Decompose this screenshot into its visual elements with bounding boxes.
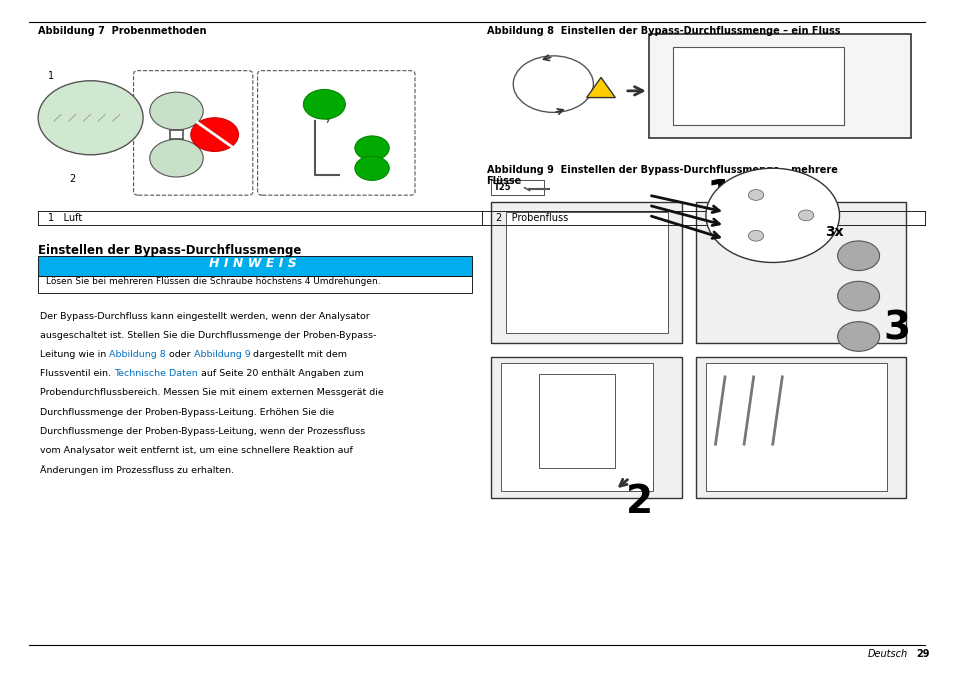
- Circle shape: [38, 81, 143, 155]
- Text: 2   Probenfluss: 2 Probenfluss: [496, 213, 568, 223]
- Text: Abbildung 8  Einstellen der Bypass-Durchflussmenge – ein Fluss: Abbildung 8 Einstellen der Bypass-Durchf…: [486, 26, 840, 36]
- Text: !: !: [595, 83, 598, 93]
- FancyBboxPatch shape: [500, 363, 653, 491]
- Circle shape: [303, 90, 345, 119]
- Circle shape: [191, 118, 238, 151]
- Text: Probendurchflussbereich. Messen Sie mit einem externen Messgerät die: Probendurchflussbereich. Messen Sie mit …: [40, 388, 383, 397]
- Circle shape: [748, 190, 762, 201]
- Text: Leitung wie in: Leitung wie in: [40, 350, 110, 359]
- Text: oder: oder: [166, 350, 193, 359]
- Text: 1   Luft: 1 Luft: [48, 213, 82, 223]
- Text: Abbildung 7  Probenmethoden: Abbildung 7 Probenmethoden: [38, 26, 207, 36]
- Circle shape: [837, 322, 879, 351]
- Text: 29: 29: [915, 649, 928, 660]
- Circle shape: [798, 210, 813, 221]
- Text: Durchflussmenge der Proben-Bypass-Leitung. Erhöhen Sie die: Durchflussmenge der Proben-Bypass-Leitun…: [40, 407, 334, 417]
- Text: Abbildung 9  Einstellen der Bypass-Durchflussmenge – mehrere
Flüsse: Abbildung 9 Einstellen der Bypass-Durchf…: [486, 165, 837, 186]
- Circle shape: [355, 156, 389, 180]
- Text: H I N W E I S: H I N W E I S: [209, 257, 296, 270]
- Text: Abbildung 9: Abbildung 9: [193, 350, 251, 359]
- Text: Änderungen im Prozessfluss zu erhalten.: Änderungen im Prozessfluss zu erhalten.: [40, 465, 233, 475]
- FancyBboxPatch shape: [491, 180, 543, 195]
- Circle shape: [355, 136, 389, 160]
- Text: Flussventil ein.: Flussventil ein.: [40, 369, 114, 378]
- Text: Einstellen der Bypass-Durchflussmenge: Einstellen der Bypass-Durchflussmenge: [38, 244, 301, 256]
- FancyBboxPatch shape: [38, 256, 472, 276]
- Text: Durchflussmenge der Proben-Bypass-Leitung, wenn der Prozessfluss: Durchflussmenge der Proben-Bypass-Leitun…: [40, 427, 365, 435]
- FancyBboxPatch shape: [133, 71, 253, 195]
- Text: 3x: 3x: [824, 225, 843, 240]
- Text: ✓: ✓: [315, 93, 325, 103]
- Text: vom Analysator weit entfernt ist, um eine schnellere Reaktion auf: vom Analysator weit entfernt ist, um ein…: [40, 446, 353, 455]
- Text: 1: 1: [48, 71, 53, 81]
- FancyBboxPatch shape: [538, 374, 615, 468]
- Text: 3: 3: [882, 310, 909, 347]
- FancyBboxPatch shape: [491, 357, 681, 498]
- FancyBboxPatch shape: [696, 357, 905, 498]
- Text: Deutsch: Deutsch: [867, 649, 907, 660]
- Text: 2: 2: [625, 483, 652, 520]
- FancyBboxPatch shape: [648, 34, 910, 138]
- Circle shape: [150, 139, 203, 177]
- Text: 1: 1: [706, 178, 733, 216]
- Text: Lösen Sie bei mehreren Flüssen die Schraube höchstens 4 Umdrehungen.: Lösen Sie bei mehreren Flüssen die Schra…: [46, 277, 380, 286]
- FancyBboxPatch shape: [705, 363, 886, 491]
- Polygon shape: [586, 77, 615, 98]
- Circle shape: [747, 230, 762, 241]
- Text: T25: T25: [494, 183, 511, 192]
- FancyBboxPatch shape: [696, 202, 905, 343]
- Text: Der Bypass-Durchfluss kann eingestellt werden, wenn der Analysator: Der Bypass-Durchfluss kann eingestellt w…: [40, 312, 370, 320]
- Circle shape: [150, 92, 203, 130]
- Text: auf Seite 20 enthält Angaben zum: auf Seite 20 enthält Angaben zum: [197, 369, 363, 378]
- Text: dargestellt mit dem: dargestellt mit dem: [251, 350, 347, 359]
- FancyBboxPatch shape: [38, 276, 472, 293]
- Text: ausgeschaltet ist. Stellen Sie die Durchflussmenge der Proben-Bypass-: ausgeschaltet ist. Stellen Sie die Durch…: [40, 331, 376, 340]
- Text: Technische Daten: Technische Daten: [114, 369, 197, 378]
- Text: Abbildung 8: Abbildung 8: [110, 350, 166, 359]
- FancyBboxPatch shape: [672, 47, 843, 125]
- Circle shape: [837, 241, 879, 271]
- Text: ✓: ✓: [365, 139, 372, 147]
- FancyBboxPatch shape: [505, 212, 667, 333]
- FancyBboxPatch shape: [257, 71, 415, 195]
- Text: 2: 2: [70, 174, 76, 184]
- Circle shape: [705, 168, 839, 262]
- Text: ✓: ✓: [365, 159, 372, 168]
- Circle shape: [837, 281, 879, 311]
- FancyBboxPatch shape: [491, 202, 681, 343]
